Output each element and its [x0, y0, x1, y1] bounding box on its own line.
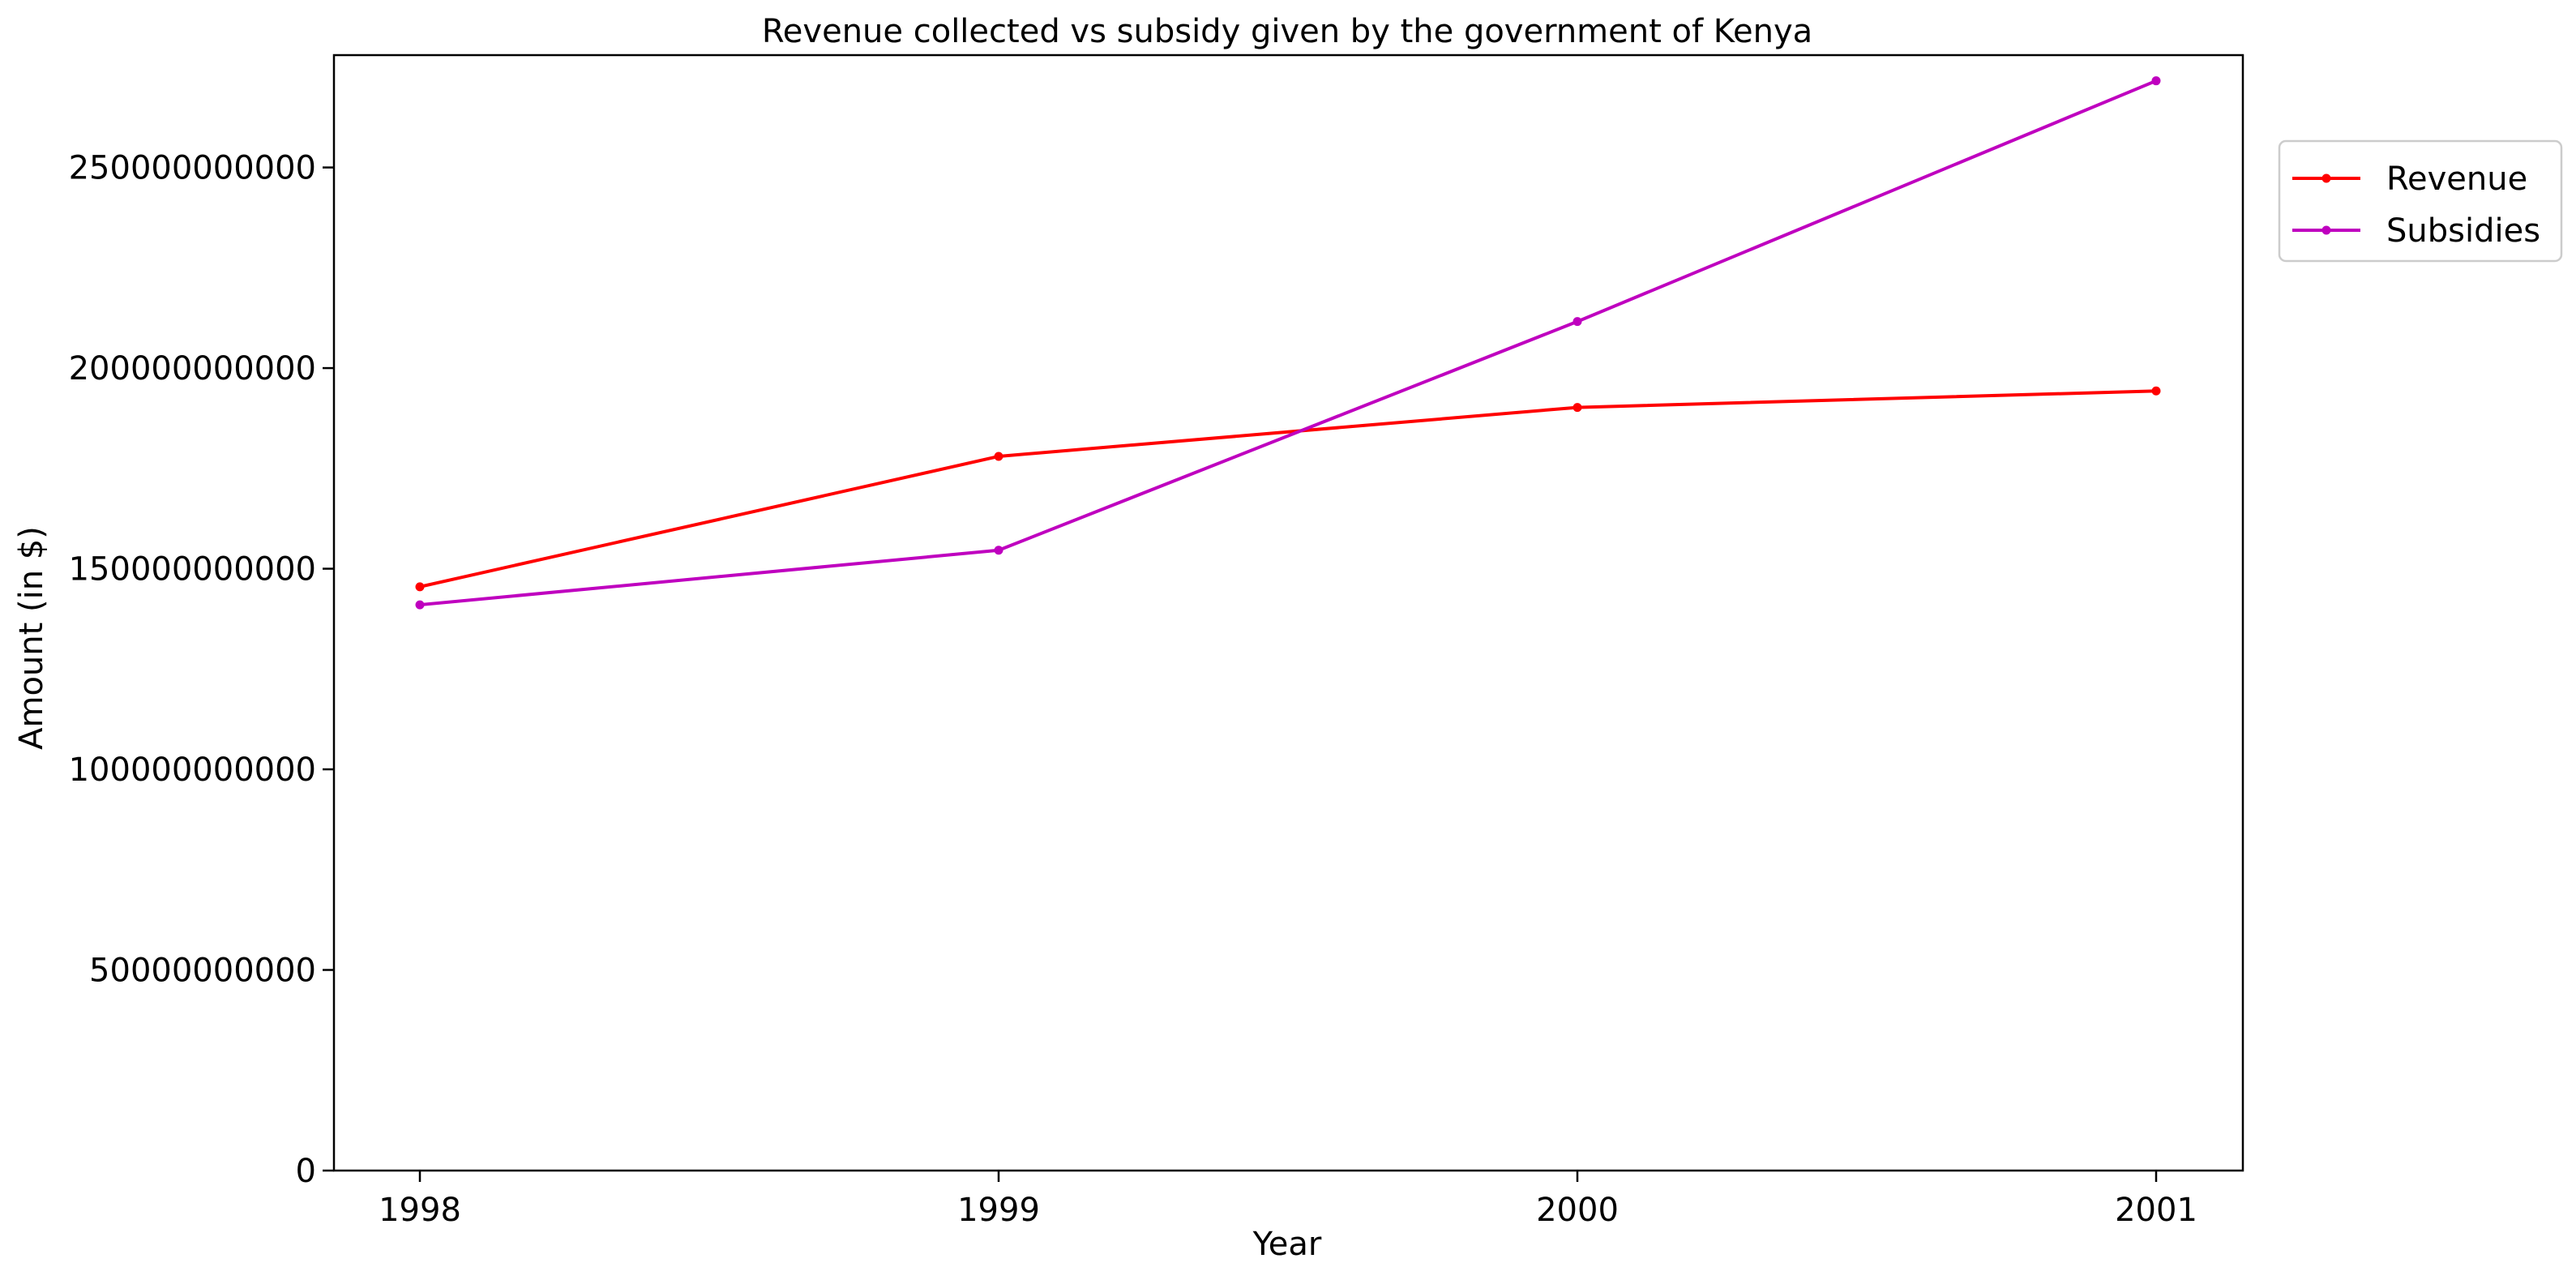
y-tick-label: 150000000000: [69, 551, 316, 589]
x-axis-label: Year: [1252, 1226, 1322, 1263]
legend-marker-revenue: [2321, 173, 2331, 183]
x-tick-label: 2001: [2115, 1192, 2197, 1229]
y-tick-label: 250000000000: [69, 150, 316, 187]
y-tick-label: 100000000000: [69, 751, 316, 789]
y-axis: 0 50000000000 100000000000 150000000000 2000…: [69, 150, 334, 1190]
data-point-subsidies: [994, 546, 1003, 555]
x-tick-label: 2000: [1536, 1192, 1619, 1229]
data-point-subsidies: [1573, 317, 1582, 327]
plot-frame: [332, 54, 2244, 1172]
y-tick-label: 0: [296, 1153, 316, 1190]
x-tick-label: 1998: [379, 1192, 461, 1229]
legend-label-revenue: Revenue: [2386, 161, 2527, 198]
data-point-revenue: [1573, 403, 1582, 413]
legend-label-subsidies: Subsidies: [2386, 212, 2540, 250]
x-axis: 1998 1999 2000 2001: [379, 1171, 2197, 1229]
data-point-revenue: [994, 452, 1003, 461]
chart-title: Revenue collected vs subsidy given by th…: [762, 13, 1812, 50]
data-point-subsidies: [415, 600, 425, 610]
series-line-subsidies: [417, 79, 2159, 607]
data-point-revenue: [415, 582, 425, 592]
data-point-subsidies: [2151, 76, 2161, 86]
y-tick-label: 50000000000: [89, 953, 316, 990]
legend: Revenue Subsidies: [2278, 139, 2563, 263]
data-point-revenue: [2151, 386, 2161, 396]
plot-area: [415, 76, 2161, 610]
legend-marker-subsidies: [2321, 225, 2331, 235]
y-tick-label: 200000000000: [69, 350, 316, 387]
x-tick-label: 1999: [957, 1192, 1040, 1229]
y-axis-label: Amount (in $): [13, 526, 50, 750]
series-line-revenue: [417, 389, 2159, 589]
